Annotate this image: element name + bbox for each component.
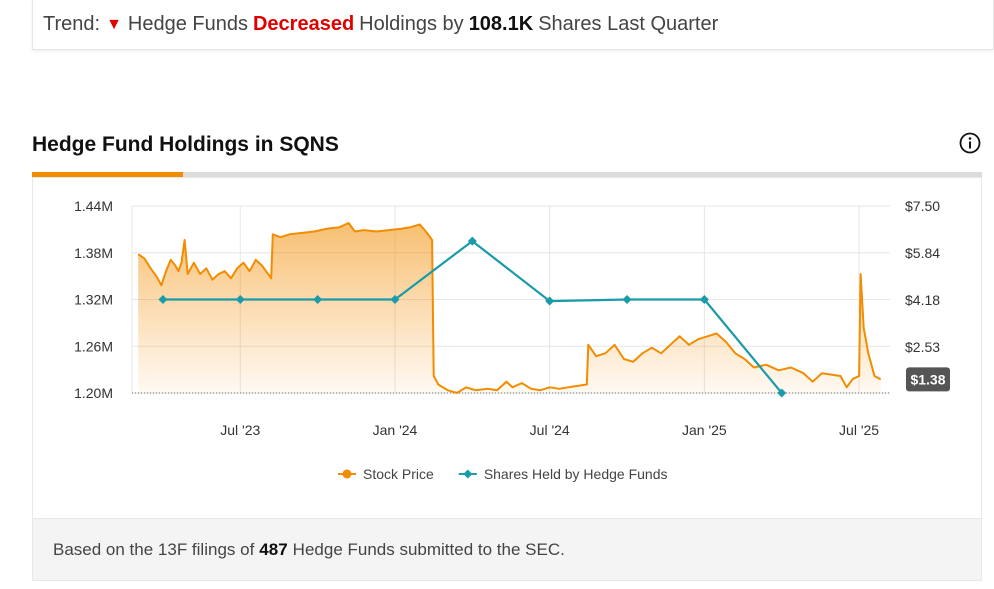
current-price-label: $1.38 bbox=[910, 371, 945, 387]
shares-held-point[interactable] bbox=[158, 295, 168, 304]
trend-amount: 108.1K bbox=[468, 13, 534, 35]
left-axis-tick-label: 1.38M bbox=[74, 245, 113, 261]
legend-diamond-marker bbox=[463, 469, 473, 479]
stock-price-line bbox=[137, 222, 882, 394]
x-axis-tick-label: Jul '25 bbox=[839, 422, 879, 438]
down-triangle-icon: ▼ bbox=[106, 15, 122, 33]
left-axis-tick-label: 1.32M bbox=[74, 292, 113, 308]
legend-item-shares-held[interactable]: Shares Held by Hedge Funds bbox=[458, 466, 668, 482]
chart-tab-bar bbox=[32, 172, 982, 177]
chart-footer: Based on the 13F filings of 487 Hedge Fu… bbox=[33, 518, 981, 580]
x-axis-tick-label: Jan '25 bbox=[682, 422, 727, 438]
legend-item-stock-price[interactable]: Stock Price bbox=[338, 466, 434, 482]
trend-direction: Decreased bbox=[252, 13, 355, 35]
shares-held-point[interactable] bbox=[235, 295, 245, 304]
trend-part3: Shares Last Quarter bbox=[538, 13, 719, 35]
trend-part2: Holdings by bbox=[359, 13, 464, 35]
left-axis-tick-label: 1.44M bbox=[74, 198, 113, 214]
x-axis-tick-label: Jul '23 bbox=[220, 422, 260, 438]
footer-suffix: Hedge Funds submitted to the SEC. bbox=[292, 539, 565, 559]
shares-held-point[interactable] bbox=[699, 295, 709, 304]
x-axis-tick-label: Jan '24 bbox=[373, 422, 418, 438]
hedge-fund-count: 487 bbox=[259, 539, 288, 559]
right-axis-tick-label: $4.18 bbox=[905, 292, 940, 308]
trend-summary: Trend: ▼ Hedge Funds Decreased Holdings … bbox=[32, 0, 994, 50]
shares-held-point[interactable] bbox=[622, 295, 632, 304]
shares-held-point[interactable] bbox=[390, 295, 400, 304]
right-axis-tick-label: $7.50 bbox=[905, 198, 940, 214]
left-axis-tick-label: 1.26M bbox=[74, 338, 113, 354]
info-icon[interactable] bbox=[959, 132, 981, 154]
right-axis-tick-label: $2.53 bbox=[905, 339, 940, 355]
shares-held-point[interactable] bbox=[467, 236, 477, 246]
chart-card: 1.44M 1.38M 1.32M 1.26M 1.20M $7.50 $5.84 $4.1… bbox=[32, 177, 982, 581]
left-axis-tick-label: 1.20M bbox=[74, 385, 113, 401]
trend-prefix: Trend: bbox=[43, 13, 101, 35]
shares-held-point[interactable] bbox=[777, 388, 787, 398]
current-price-badge bbox=[906, 367, 950, 392]
trend-part1: Hedge Funds bbox=[127, 13, 248, 35]
right-axis-tick-label: $5.84 bbox=[905, 245, 940, 261]
section-title: Hedge Fund Holdings in SQNS bbox=[32, 133, 339, 156]
legend-label: Stock Price bbox=[363, 466, 434, 482]
shares-held-point[interactable] bbox=[313, 295, 323, 304]
shares-held-point[interactable] bbox=[545, 296, 555, 306]
legend-circle-marker bbox=[342, 469, 352, 479]
x-axis-tick-label: Jul '24 bbox=[530, 422, 570, 438]
chart-tab-active-indicator bbox=[32, 172, 183, 177]
legend-label: Shares Held by Hedge Funds bbox=[484, 466, 668, 482]
holdings-chart: 1.44M 1.38M 1.32M 1.26M 1.20M $7.50 $5.84 $4.1… bbox=[74, 198, 950, 482]
stock-price-area bbox=[138, 223, 881, 393]
footer-prefix: Based on the 13F filings of bbox=[53, 539, 255, 559]
